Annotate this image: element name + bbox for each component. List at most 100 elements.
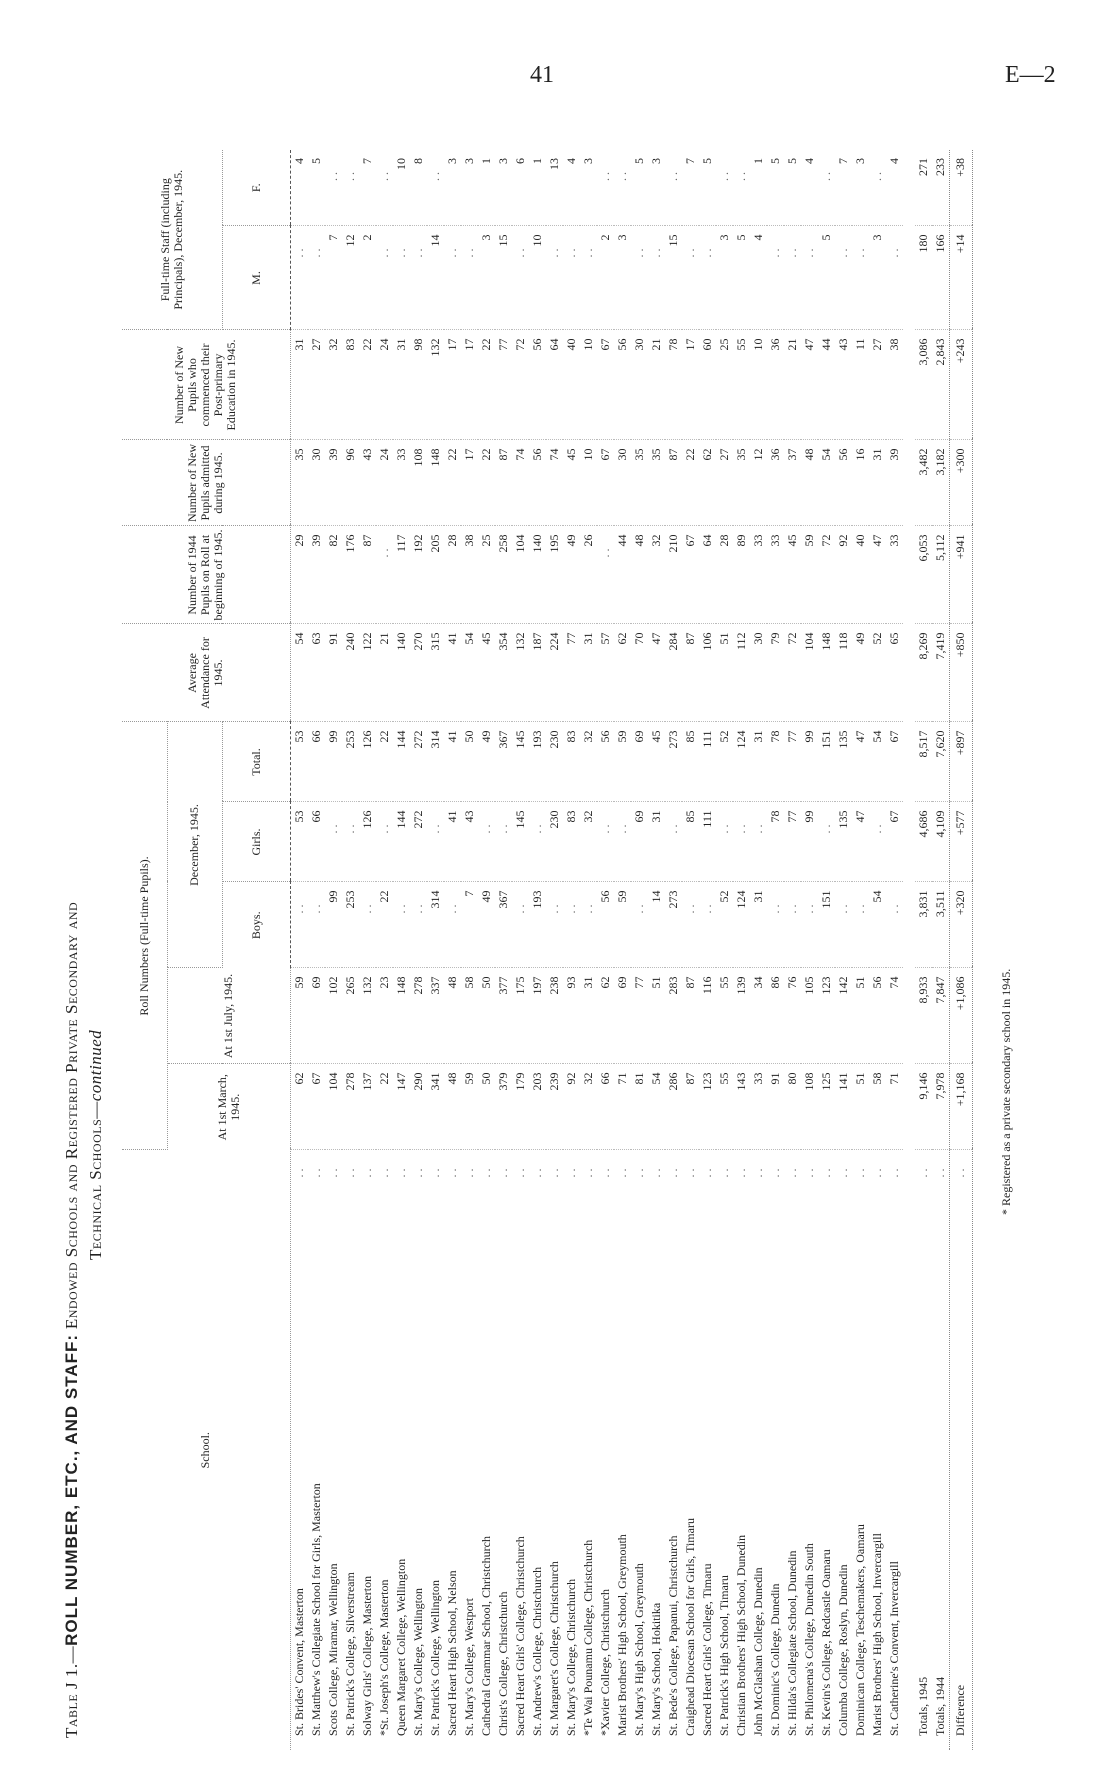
dot-leader xyxy=(631,1178,648,1564)
cell-boys xyxy=(800,882,818,968)
cell-july: 51 xyxy=(851,968,869,1064)
dot-leader xyxy=(869,1178,886,1534)
cell-july: 148 xyxy=(392,968,410,1064)
cell-total: 273 xyxy=(664,721,682,802)
cell-boys xyxy=(885,882,903,968)
cell-f xyxy=(426,149,444,226)
cell-march: 62 xyxy=(290,1064,308,1150)
cell-on-roll: 140 xyxy=(528,525,546,624)
school-name-wrap: St. Bede's College, Papanui, Christchurc… xyxy=(665,1159,682,1736)
cell-f: 1 xyxy=(528,149,546,226)
cell-admitted: 37 xyxy=(783,439,801,526)
cell-boys: 273 xyxy=(664,882,682,968)
cell-march: 91 xyxy=(766,1064,784,1150)
cell-total: 135 xyxy=(834,721,852,802)
cell-on-roll: 117 xyxy=(392,525,410,624)
cell-girls: 83 xyxy=(562,802,580,882)
cell-admitted: 10 xyxy=(579,439,597,526)
cell-total: 52 xyxy=(715,721,733,802)
cell-on-roll: 40 xyxy=(851,525,869,624)
cell-admitted: 48 xyxy=(800,439,818,526)
cell-commenced: 31 xyxy=(290,329,308,440)
cell-on-roll: 210 xyxy=(664,525,682,624)
cell-on-roll: 72 xyxy=(817,525,835,624)
school-cell: Columba College, Roslyn, Dunedin xyxy=(835,1150,852,1750)
cell-on-roll: 67 xyxy=(681,525,699,624)
cell-commenced: 55 xyxy=(732,329,750,440)
cell-f: 3 xyxy=(460,149,478,226)
title-rest: Endowed Schools and Registered Private S… xyxy=(62,901,81,1334)
table-row: St. Patrick's High School, Timaru5555525… xyxy=(715,149,733,1750)
cell-m xyxy=(562,225,580,330)
cell-july: 86 xyxy=(766,968,784,1064)
cell-avg: 104 xyxy=(800,623,818,722)
cell-on-roll: 44 xyxy=(613,525,631,624)
dot-leader xyxy=(784,1178,801,1551)
cell-march: 92 xyxy=(562,1064,580,1150)
cell-admitted: 62 xyxy=(698,439,716,526)
cell-total: 144 xyxy=(392,721,410,802)
cell-avg: 148 xyxy=(817,623,835,722)
cell-girls: 67 xyxy=(885,802,903,882)
cell-july: 69 xyxy=(307,968,325,1064)
cell-m xyxy=(885,225,903,330)
dot-leader xyxy=(852,1178,869,1525)
school-cell: *Xavier College, Christchurch xyxy=(597,1150,614,1750)
cell-march: 341 xyxy=(426,1064,444,1150)
cell-avg: 354 xyxy=(494,623,512,722)
cell-total: 230 xyxy=(545,721,563,802)
school-name: Columba College, Roslyn, Dunedin xyxy=(835,1564,850,1736)
cell-m xyxy=(851,225,869,330)
school-cell: Scots College, Miramar, Wellington xyxy=(325,1150,342,1750)
dot-leader xyxy=(716,1178,733,1576)
school-name: St. Philomena's College, Dunedin South xyxy=(801,1543,816,1736)
cell-f: 4 xyxy=(800,149,818,226)
cell-m: 3 xyxy=(868,225,886,330)
cell-total: 54 xyxy=(868,721,886,802)
cell-boys: 99 xyxy=(324,882,342,968)
cell-july: 7,847 xyxy=(931,968,949,1064)
school-name-wrap: Craighead Diocesan School for Girls, Tim… xyxy=(682,1159,699,1736)
cell-march: 9,146 xyxy=(914,1064,932,1150)
school-cell: St. Mary's School, Hokitika xyxy=(648,1150,665,1750)
cell-july: 377 xyxy=(494,968,512,1064)
school-cell: Sacred Heart Girls' College, Timaru xyxy=(699,1150,716,1750)
header-full-time-staff: Full-time Staff (including Principals), … xyxy=(122,149,222,330)
cell-avg: 63 xyxy=(307,623,325,722)
cell-on-roll: 64 xyxy=(698,525,716,624)
dot-leader xyxy=(767,1178,784,1584)
cell-boys: 22 xyxy=(375,882,393,968)
cell-girls: 135 xyxy=(834,802,852,882)
cell-m: 5 xyxy=(817,225,835,330)
school-cell: Sacred Heart Girls' College, Christchurc… xyxy=(512,1150,529,1750)
cell-boys: 151 xyxy=(817,882,835,968)
cell-girls: 77 xyxy=(783,802,801,882)
cell-avg: 187 xyxy=(528,623,546,722)
school-name: Marist Brothers' High School, Greymouth xyxy=(614,1534,629,1736)
cell-m: 4 xyxy=(749,225,767,330)
difference-row: Difference +1,168+1,086+320+577+897+850+9… xyxy=(949,149,972,1750)
cell-f: 5 xyxy=(630,149,648,226)
cell-f: 7 xyxy=(834,149,852,226)
cell-avg: 270 xyxy=(409,623,427,722)
cell-girls: 32 xyxy=(579,802,597,882)
dot-leader xyxy=(915,1178,932,1677)
cell-july: 265 xyxy=(341,968,359,1064)
cell-on-roll: 38 xyxy=(460,525,478,624)
school-name-wrap: Solway Girls' College, Masterton xyxy=(359,1159,376,1736)
cell-july: 55 xyxy=(715,968,733,1064)
dot-leader xyxy=(325,1178,342,1564)
cell-on-roll: 89 xyxy=(732,525,750,624)
cell-avg: 122 xyxy=(358,623,376,722)
cell-boys xyxy=(392,882,410,968)
school-cell: Christ's College, Christchurch xyxy=(495,1150,512,1750)
cell-on-roll: 28 xyxy=(715,525,733,624)
cell-on-roll: 39 xyxy=(307,525,325,624)
school-name: St. Mary's College, Wellington xyxy=(410,1588,425,1736)
cell-admitted: 3,182 xyxy=(931,439,949,526)
cell-girls: 230 xyxy=(545,802,563,882)
cell-f: 3 xyxy=(647,149,665,226)
cell-admitted: 16 xyxy=(851,439,869,526)
cell-on-roll: 49 xyxy=(562,525,580,624)
cell-on-roll: 33 xyxy=(885,525,903,624)
